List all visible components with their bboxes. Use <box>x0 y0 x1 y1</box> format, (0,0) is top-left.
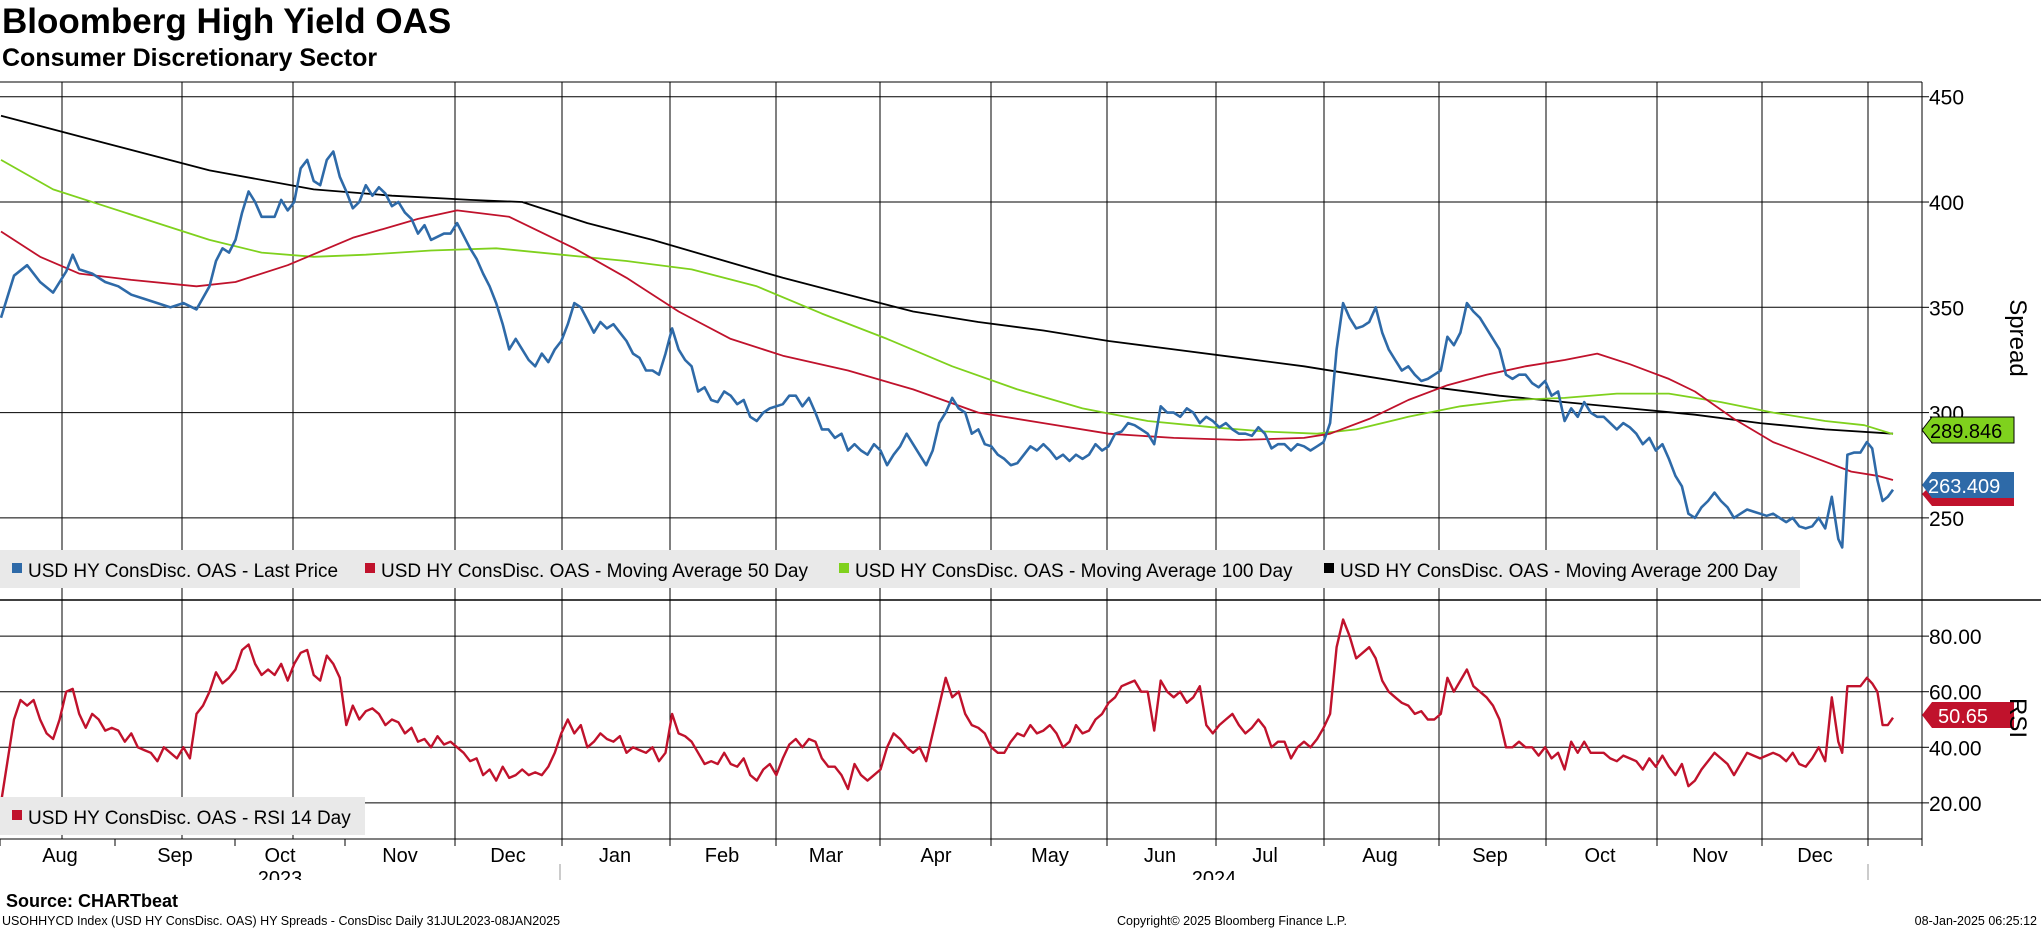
y-tick-label: 400 <box>1929 192 1964 215</box>
year-label: 2024 <box>1192 868 1237 880</box>
rsi-series-group <box>0 618 1894 804</box>
series-line-ma50 <box>0 209 1894 481</box>
footer-copyright: Copyright© 2025 Bloomberg Finance L.P. <box>1117 914 1347 928</box>
y-tick-label: 40.00 <box>1929 737 1982 760</box>
chart-subtitle: Consumer Discretionary Sector <box>2 44 378 72</box>
series-line-rsi <box>0 618 1894 804</box>
series-line-ma200 <box>0 114 1894 435</box>
y-tick-label: 80.00 <box>1929 626 1982 649</box>
legend-main: USD HY ConsDisc. OAS - Last Price USD HY… <box>0 550 1800 588</box>
y-axis-title-spread: Spread <box>2004 299 2031 376</box>
legend-rsi: USD HY ConsDisc. OAS - RSI 14 Day <box>0 797 365 835</box>
legend-swatch-ma100 <box>839 563 849 573</box>
legend-swatch-ma50 <box>365 563 375 573</box>
rsi-value: 50.65 <box>1938 706 1988 728</box>
value-tags: 289.846 263.409 50.65 <box>1921 416 2015 728</box>
footer-timestamp: 08-Jan-2025 06:25:12 <box>1914 914 2037 928</box>
x-tick-label: Apr <box>920 845 951 867</box>
x-tick-label: Jul <box>1252 845 1278 867</box>
x-tick-label: Jan <box>599 845 631 867</box>
chart-area: Aug Sep Oct Nov Dec Jan Feb Mar Apr May Jun Jul Aug S… <box>0 81 2041 880</box>
last-price-tag <box>1922 472 2014 498</box>
chart-frame <box>0 81 2041 840</box>
x-tick-label: Oct <box>1584 845 1616 867</box>
ma100-tag <box>1921 416 2015 444</box>
y-tick-label: 450 <box>1929 87 1964 110</box>
legend-swatch-ma200 <box>1324 563 1334 573</box>
axis-labels: Aug Sep Oct Nov Dec Jan Feb Mar Apr May Jun Jul Aug S… <box>42 87 1981 880</box>
x-tick-label: Mar <box>809 845 844 867</box>
x-tick-label: May <box>1031 845 1069 867</box>
year-label: 2023 <box>258 868 303 880</box>
main-series-group <box>0 114 1895 549</box>
y-tick-label: 20.00 <box>1929 793 1982 816</box>
x-tick-label: Dec <box>490 845 526 867</box>
y-tick-label: 350 <box>1929 297 1964 320</box>
footer-ticker-info: USOHHYCD Index (USD HY ConsDisc. OAS) HY… <box>2 914 561 928</box>
ma100-value: 289.846 <box>1930 421 2002 443</box>
legend-swatch-rsi <box>12 810 22 820</box>
legend-ma100: USD HY ConsDisc. OAS - Moving Average 10… <box>855 561 1293 582</box>
series-line-ma100 <box>0 159 1894 435</box>
x-tick-label: Aug <box>1362 845 1398 867</box>
last-price-value: 263.409 <box>1928 476 2000 498</box>
x-tick-label: Oct <box>264 845 296 867</box>
legend-ma50: USD HY ConsDisc. OAS - Moving Average 50… <box>381 561 808 582</box>
y-tick-label: 60.00 <box>1929 682 1982 705</box>
chart-title: Bloomberg High Yield OAS <box>2 2 452 41</box>
y-axis-title-rsi: RSI <box>2004 698 2031 738</box>
x-tick-label: Dec <box>1797 845 1833 867</box>
x-tick-label: Jun <box>1144 845 1176 867</box>
x-tick-label: Nov <box>1692 845 1728 867</box>
x-tick-label: Nov <box>382 845 418 867</box>
y-tick-label: 250 <box>1929 508 1964 531</box>
grid-lines <box>0 82 1929 880</box>
x-tick-label: Sep <box>1472 845 1508 867</box>
series-line-last-price <box>0 150 1895 549</box>
rsi-tag <box>1922 702 2014 728</box>
x-tick-label: Sep <box>157 845 193 867</box>
legend-last-price: USD HY ConsDisc. OAS - Last Price <box>28 561 338 582</box>
legend-swatch-last-price <box>12 563 22 573</box>
x-tick-label: Aug <box>42 845 78 867</box>
legend-rsi-label: USD HY ConsDisc. OAS - RSI 14 Day <box>28 808 351 829</box>
x-tick-label: Feb <box>705 845 739 867</box>
legend-ma200: USD HY ConsDisc. OAS - Moving Average 20… <box>1340 561 1778 582</box>
source-note: Source: CHARTbeat <box>6 891 179 911</box>
